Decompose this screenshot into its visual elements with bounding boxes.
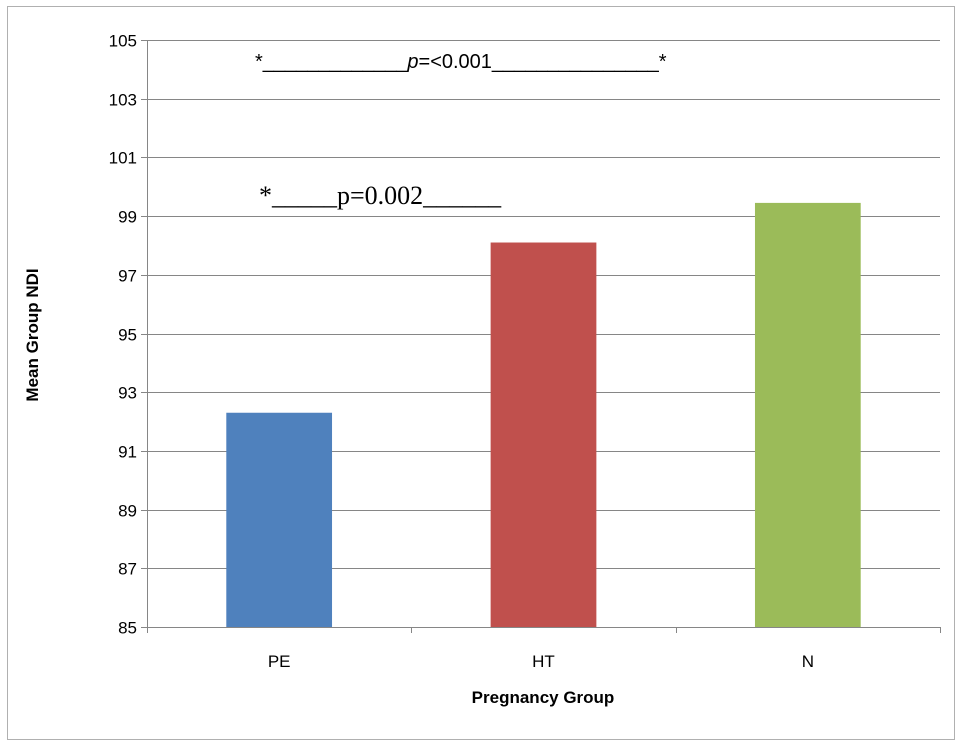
y-tick-label: 85 <box>118 619 137 638</box>
annotation-pe-vs-ht: *_____p=0.002______ <box>259 181 502 210</box>
x-axis-title: Pregnancy Group <box>472 688 615 707</box>
y-tick-label: 103 <box>109 91 137 110</box>
axes <box>147 40 940 628</box>
y-tick-label: 91 <box>118 443 137 462</box>
x-tick-labels: PE HT N <box>268 652 814 671</box>
annotation-pe-vs-n-suffix: =<0.001_______________* <box>419 51 667 73</box>
annotation-pe-vs-n-p: p <box>406 51 418 73</box>
y-axis-title: Mean Group NDI <box>23 268 42 401</box>
bars <box>226 202 861 627</box>
y-tick-label: 95 <box>118 326 137 345</box>
x-tick-label-pe: PE <box>268 652 291 671</box>
y-tick-label: 99 <box>118 208 137 227</box>
y-tick-label: 93 <box>118 384 137 403</box>
y-tick-label: 105 <box>109 32 137 51</box>
bar-ht <box>490 242 597 627</box>
bar-n <box>754 202 861 627</box>
x-tick-label-n: N <box>802 652 814 671</box>
y-tick-label: 101 <box>109 149 137 168</box>
annotation-pe-vs-n: *_____________p=<0.001_______________* <box>255 51 667 73</box>
y-tick-labels: 85 87 89 91 93 95 97 99 101 103 105 <box>109 32 137 638</box>
annotation-pe-vs-n-prefix: *_____________ <box>255 51 408 73</box>
y-tick-label: 87 <box>118 560 137 579</box>
y-tick-label: 89 <box>118 502 137 521</box>
y-tick-label: 97 <box>118 267 137 286</box>
bar-pe <box>226 412 333 627</box>
x-tick-label-ht: HT <box>532 652 555 671</box>
